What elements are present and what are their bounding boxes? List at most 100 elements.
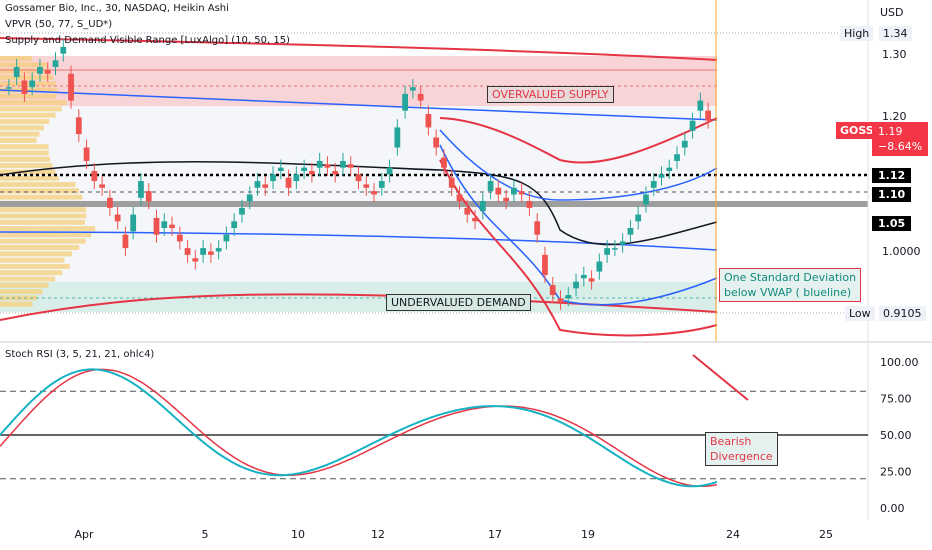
candle-body [285, 177, 292, 188]
candle-body [99, 184, 105, 188]
price-change: −8.64% [878, 140, 923, 153]
volume-profile-bar [0, 112, 56, 118]
candle-body [200, 248, 206, 255]
candle-body [573, 281, 579, 289]
session-upper-band [439, 117, 718, 164]
chart-title: Gossamer Bio, Inc., 30, NASDAQ, Heikin A… [5, 3, 229, 14]
rsi-tick-label: 25.00 [880, 466, 912, 479]
stoch-rsi-d-line [0, 368, 718, 488]
candle-body [332, 171, 339, 175]
last-price-badge: 1.19 −8.64% [872, 122, 929, 156]
candle-body [91, 171, 98, 182]
volume-profile-bar [0, 150, 49, 156]
candle-body [495, 187, 502, 195]
session-mid-band [439, 129, 718, 201]
candle-body [456, 194, 463, 202]
candle-body [464, 207, 471, 215]
candle-body [223, 234, 230, 242]
volume-profile-bar [0, 226, 96, 232]
overvalued-supply-label: OVERVALUED SUPPLY [487, 86, 614, 103]
symbol-badge[interactable]: GOSS [836, 122, 878, 139]
candle-body [347, 164, 354, 168]
volume-profile-bar [0, 289, 43, 295]
candle-body [394, 127, 401, 148]
candle-body [130, 214, 137, 232]
candle-body [169, 224, 175, 228]
candle-body [557, 298, 564, 302]
rsi-tick-label: 50.00 [880, 429, 912, 442]
candle-body [239, 207, 245, 215]
candle-body [580, 274, 587, 279]
candle-body [122, 234, 129, 249]
bearish-divergence-note: Bearish Divergence [705, 432, 778, 466]
volume-profile-bar [0, 175, 59, 181]
volume-profile-bar [0, 251, 73, 257]
volume-profile-bar [0, 238, 86, 244]
candle-body [487, 181, 494, 192]
time-tick-label: Apr [74, 528, 94, 541]
divergence-line-2: Divergence [710, 450, 773, 463]
level-3-tag: 1.05 [872, 216, 912, 231]
candle-body [650, 181, 657, 188]
rsi-tick-label: 100.00 [880, 356, 919, 369]
volume-profile-bar [0, 137, 37, 143]
volume-profile-bar [0, 119, 50, 124]
volume-profile-bar [0, 263, 70, 269]
volume-profile-bar [0, 282, 49, 288]
lower-band-red [0, 293, 718, 321]
candle-body [565, 295, 572, 299]
time-tick-label: 12 [371, 528, 385, 541]
low-label: Low [845, 306, 875, 321]
vwap-note-line-1: One Standard Deviation [724, 271, 857, 284]
candle-body [378, 181, 385, 188]
volume-profile-bar [0, 219, 85, 225]
volume-profile-bar [0, 81, 56, 87]
candle-body [52, 60, 59, 68]
candle-body [324, 164, 331, 168]
candle-body [114, 214, 121, 222]
candle-body [386, 167, 393, 175]
volume-profile-bar [0, 245, 80, 250]
volume-profile-bar [0, 106, 62, 112]
candle-body [355, 174, 362, 182]
low-value: 0.9105 [879, 306, 926, 321]
candle-body [37, 67, 43, 74]
candle-body [107, 197, 113, 208]
volume-profile-bar [0, 207, 87, 213]
candle-body [277, 167, 284, 171]
volume-profile-bar [0, 270, 63, 276]
candle-body [635, 214, 642, 222]
candle-body [192, 258, 199, 262]
vwap-line [0, 161, 718, 246]
candle-body [83, 147, 90, 161]
indicator-stoch-rsi-label[interactable]: Stoch RSI (3, 5, 21, 21, ohlc4) [5, 349, 155, 360]
candle-body [340, 160, 346, 168]
candle-body [697, 100, 704, 111]
price-tick-label: 1.0000 [882, 245, 921, 258]
candle-body [619, 241, 626, 245]
candle-body [138, 181, 144, 198]
candle-body [208, 251, 214, 255]
candle-body [29, 80, 36, 88]
volume-profile-bar [0, 213, 87, 219]
volume-profile-bar [0, 87, 58, 93]
candle-body [643, 194, 649, 205]
candle-body [518, 191, 525, 195]
candle-body [410, 87, 416, 91]
volume-profile-bar [0, 62, 48, 68]
rsi-tick-label: 75.00 [880, 393, 912, 406]
candle-body [254, 181, 261, 188]
indicator-vpvr-label[interactable]: VPVR (50, 77, S_UD*) [5, 19, 113, 30]
candle-body [627, 228, 634, 235]
candle-body [270, 174, 276, 182]
candle-body [596, 261, 603, 272]
candle-body [425, 114, 432, 128]
indicator-supply-demand-label[interactable]: Supply and Demand Visible Range [LuxAlgo… [5, 35, 290, 46]
candle-body [75, 117, 82, 135]
candle-body [153, 217, 160, 235]
vwap-deviation-note: One Standard Deviation below VWAP ( blue… [719, 268, 862, 302]
stoch-rsi-k-line [0, 368, 718, 488]
candle-body [689, 120, 696, 131]
time-tick-label: 17 [488, 528, 502, 541]
